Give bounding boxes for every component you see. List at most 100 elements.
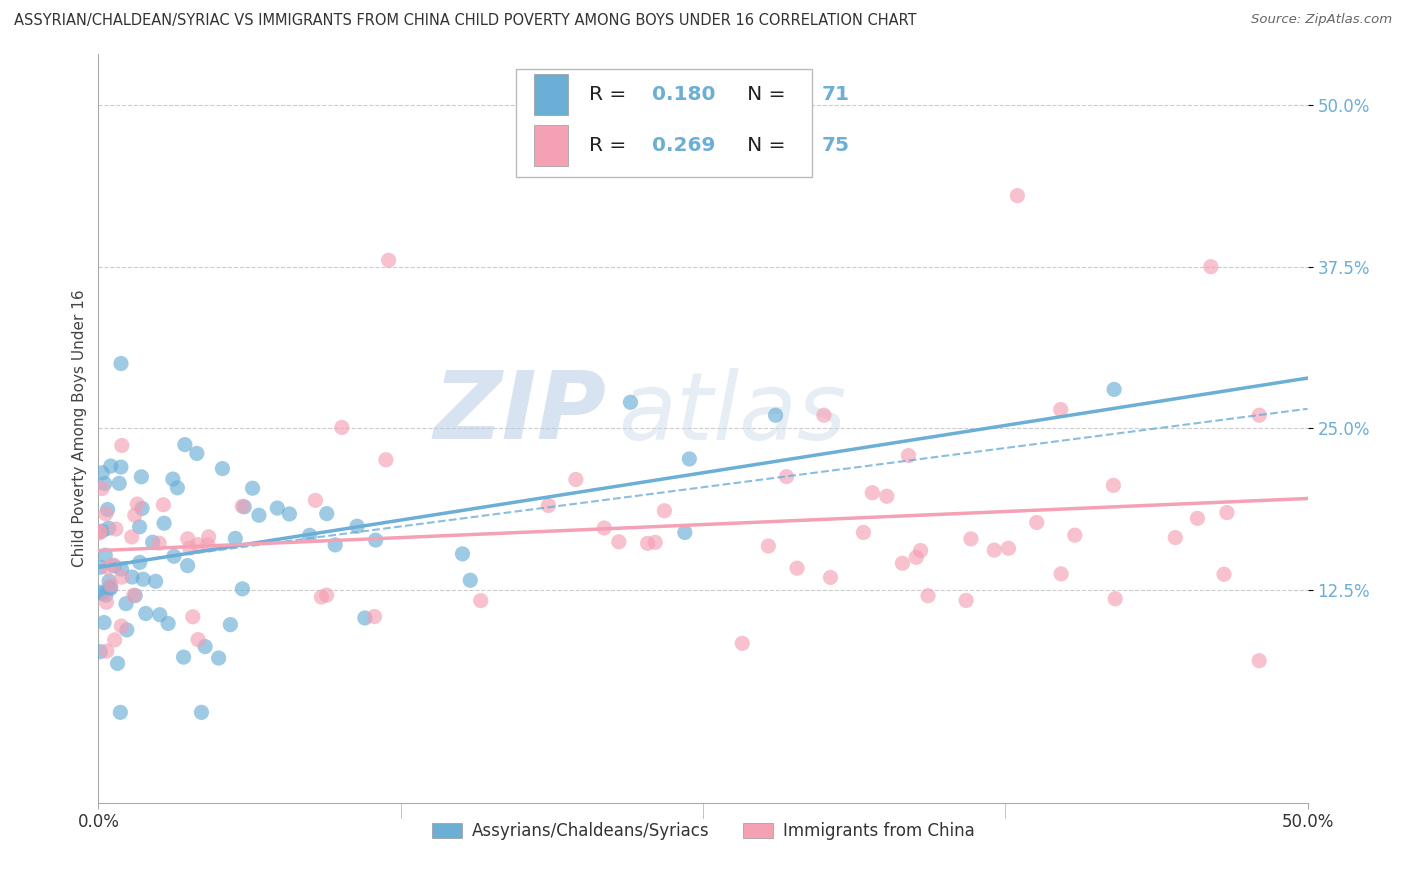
Point <box>91 482 114 496</box>
Point <box>219 617 242 632</box>
Point <box>960 532 983 546</box>
Point <box>100 459 122 474</box>
Point <box>224 532 246 546</box>
Point <box>619 395 641 409</box>
Point <box>644 535 666 549</box>
Bar <box>534 74 568 115</box>
Point <box>166 481 188 495</box>
Point <box>104 632 127 647</box>
Point <box>194 640 217 654</box>
Point <box>100 578 122 592</box>
Point <box>891 556 914 570</box>
Point <box>90 560 112 574</box>
Point <box>115 597 138 611</box>
Point <box>190 706 212 720</box>
Point <box>678 452 700 467</box>
Point <box>110 562 132 576</box>
Point <box>363 609 385 624</box>
Point <box>98 574 121 589</box>
Point <box>122 588 145 602</box>
Point <box>1063 528 1085 542</box>
Point <box>128 555 150 569</box>
Point <box>94 588 117 602</box>
Text: ZIP: ZIP <box>433 368 606 459</box>
Point <box>233 500 256 514</box>
Point <box>107 657 129 671</box>
Point <box>96 595 118 609</box>
Point <box>593 521 616 535</box>
Point <box>187 632 209 647</box>
Point <box>242 481 264 495</box>
Point <box>110 619 132 633</box>
Point <box>1199 260 1222 274</box>
Text: R =: R = <box>589 136 633 155</box>
Point <box>91 524 114 538</box>
Point <box>637 536 659 550</box>
Point <box>1025 516 1047 530</box>
Point <box>775 469 797 483</box>
Point <box>1216 506 1239 520</box>
Point <box>905 550 928 565</box>
Point <box>537 499 560 513</box>
Point <box>1249 409 1271 423</box>
Point <box>330 420 353 434</box>
Text: ASSYRIAN/CHALDEAN/SYRIAC VS IMMIGRANTS FROM CHINA CHILD POVERTY AMONG BOYS UNDER: ASSYRIAN/CHALDEAN/SYRIAC VS IMMIGRANTS F… <box>14 13 917 29</box>
FancyBboxPatch shape <box>516 69 811 178</box>
Point <box>813 409 835 423</box>
Point <box>374 452 396 467</box>
Point <box>89 585 111 599</box>
Point <box>1187 511 1209 525</box>
Point <box>94 548 117 562</box>
Point <box>470 593 492 607</box>
Point <box>607 534 630 549</box>
Point <box>820 570 842 584</box>
Point <box>451 547 474 561</box>
Point <box>93 476 115 491</box>
Point <box>1249 654 1271 668</box>
Point <box>103 558 125 573</box>
Point <box>132 572 155 586</box>
Point <box>128 520 150 534</box>
Point <box>315 507 337 521</box>
Point <box>278 507 301 521</box>
Point <box>142 535 165 549</box>
Point <box>377 253 399 268</box>
Point <box>111 570 134 584</box>
Point <box>1050 566 1073 581</box>
Point <box>458 573 481 587</box>
Point <box>110 460 132 475</box>
Point <box>148 536 170 550</box>
Point <box>173 650 195 665</box>
Point <box>266 501 288 516</box>
Point <box>917 589 939 603</box>
Bar <box>534 125 568 166</box>
Point <box>174 437 197 451</box>
Point <box>852 525 875 540</box>
Point <box>111 438 134 452</box>
Point <box>187 538 209 552</box>
Point <box>208 651 231 665</box>
Point <box>131 501 153 516</box>
Text: N =: N = <box>728 136 792 155</box>
Y-axis label: Child Poverty Among Boys Under 16: Child Poverty Among Boys Under 16 <box>72 289 87 567</box>
Point <box>97 521 120 535</box>
Point <box>860 485 883 500</box>
Point <box>955 593 977 607</box>
Point <box>108 476 131 491</box>
Point <box>231 500 253 514</box>
Point <box>1007 188 1029 202</box>
Point <box>1102 478 1125 492</box>
Point <box>186 446 208 460</box>
Point <box>121 530 143 544</box>
Point <box>98 581 121 595</box>
Point <box>354 611 377 625</box>
Point <box>104 522 127 536</box>
Point <box>756 539 779 553</box>
Point <box>110 357 132 371</box>
Point <box>145 574 167 589</box>
Point <box>654 504 676 518</box>
Point <box>197 530 219 544</box>
Text: N =: N = <box>728 85 792 104</box>
Point <box>910 543 932 558</box>
Point <box>364 533 387 547</box>
